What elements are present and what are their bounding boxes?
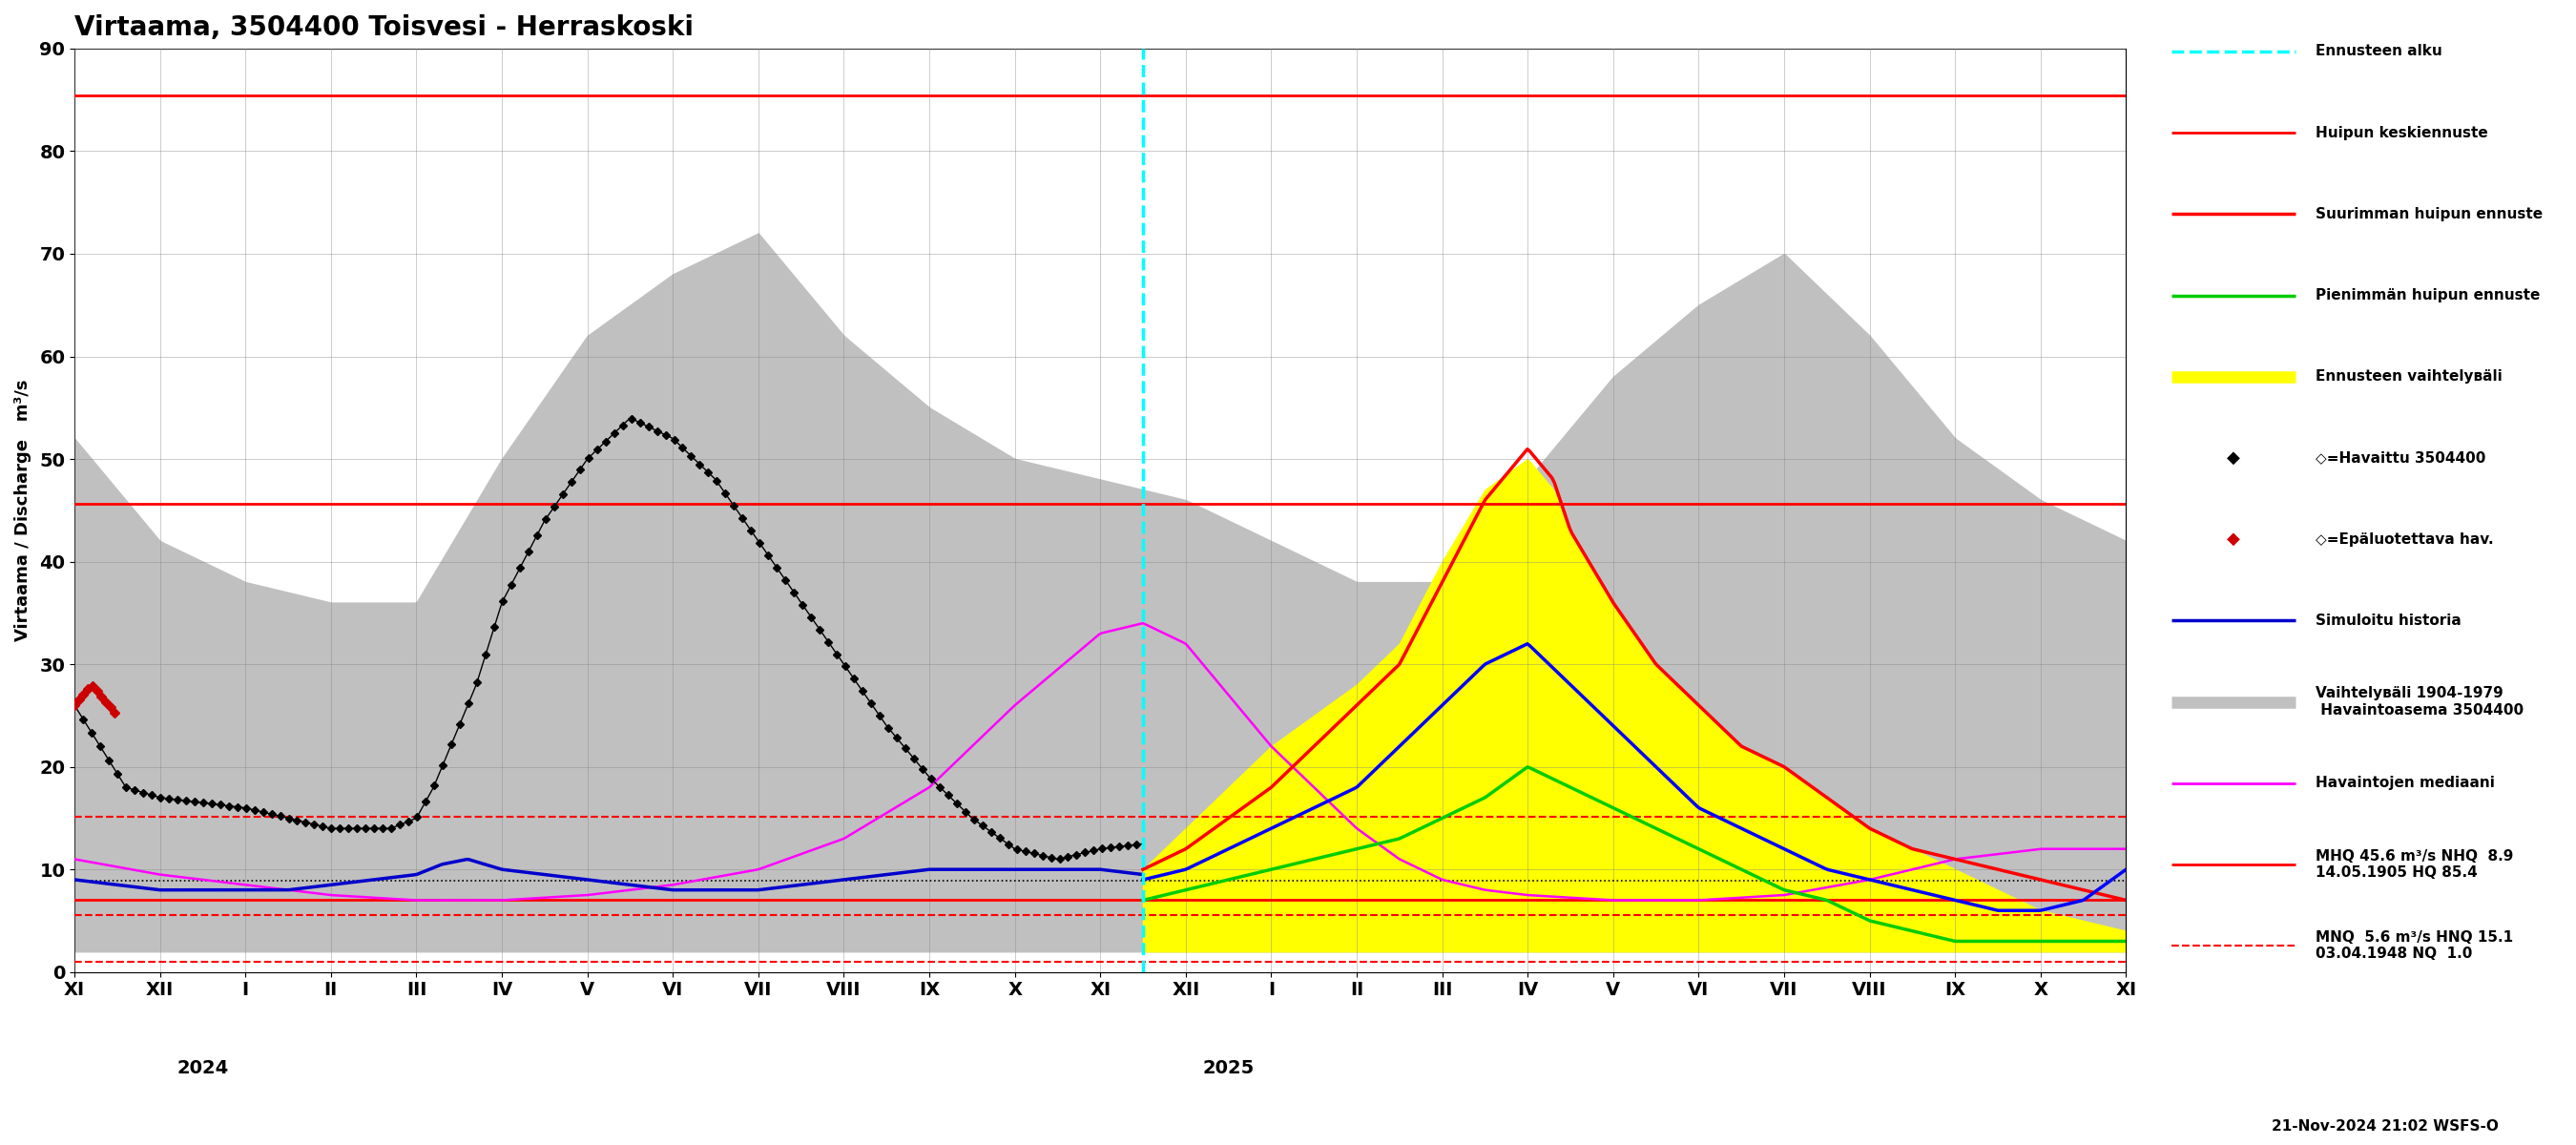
Text: ◇=Havaittu 3504400: ◇=Havaittu 3504400 [2316, 451, 2486, 465]
Text: Virtaama, 3504400 Toisvesi - Herraskoski: Virtaama, 3504400 Toisvesi - Herraskoski [75, 14, 693, 41]
Text: 2025: 2025 [1203, 1059, 1255, 1077]
Text: Vaihtelувäli 1904-1979
 Havaintoasema 3504400: Vaihtelувäli 1904-1979 Havaintoasema 350… [2316, 686, 2524, 717]
Text: Pienimmän huipun ennuste: Pienimmän huipun ennuste [2316, 289, 2540, 302]
Text: Ennusteen alku: Ennusteen alku [2316, 45, 2442, 58]
Text: Suurimman huipun ennuste: Suurimman huipun ennuste [2316, 207, 2543, 221]
Text: 2024: 2024 [178, 1059, 229, 1077]
Text: ◆: ◆ [2226, 449, 2241, 467]
Text: ◇=Epäluotettava hav.: ◇=Epäluotettava hav. [2316, 532, 2494, 546]
Text: ◆: ◆ [2226, 530, 2241, 547]
Y-axis label: Virtaama / Discharge   m³/s: Virtaama / Discharge m³/s [15, 379, 31, 641]
Text: Havaintojen mediaani: Havaintojen mediaani [2316, 776, 2496, 790]
Text: Ennusteen vaihtelувäli: Ennusteen vaihtelувäli [2316, 370, 2504, 384]
Text: MNQ  5.6 m³/s HNQ 15.1
03.04.1948 NQ  1.0: MNQ 5.6 m³/s HNQ 15.1 03.04.1948 NQ 1.0 [2316, 930, 2514, 961]
Text: 21-Nov-2024 21:02 WSFS-O: 21-Nov-2024 21:02 WSFS-O [2272, 1120, 2499, 1134]
Text: Simuloitu historia: Simuloitu historia [2316, 614, 2463, 627]
Text: MHQ 45.6 m³/s NHQ  8.9
14.05.1905 HQ 85.4: MHQ 45.6 m³/s NHQ 8.9 14.05.1905 HQ 85.4 [2316, 850, 2514, 879]
Text: Huipun keskiennuste: Huipun keskiennuste [2316, 126, 2488, 140]
